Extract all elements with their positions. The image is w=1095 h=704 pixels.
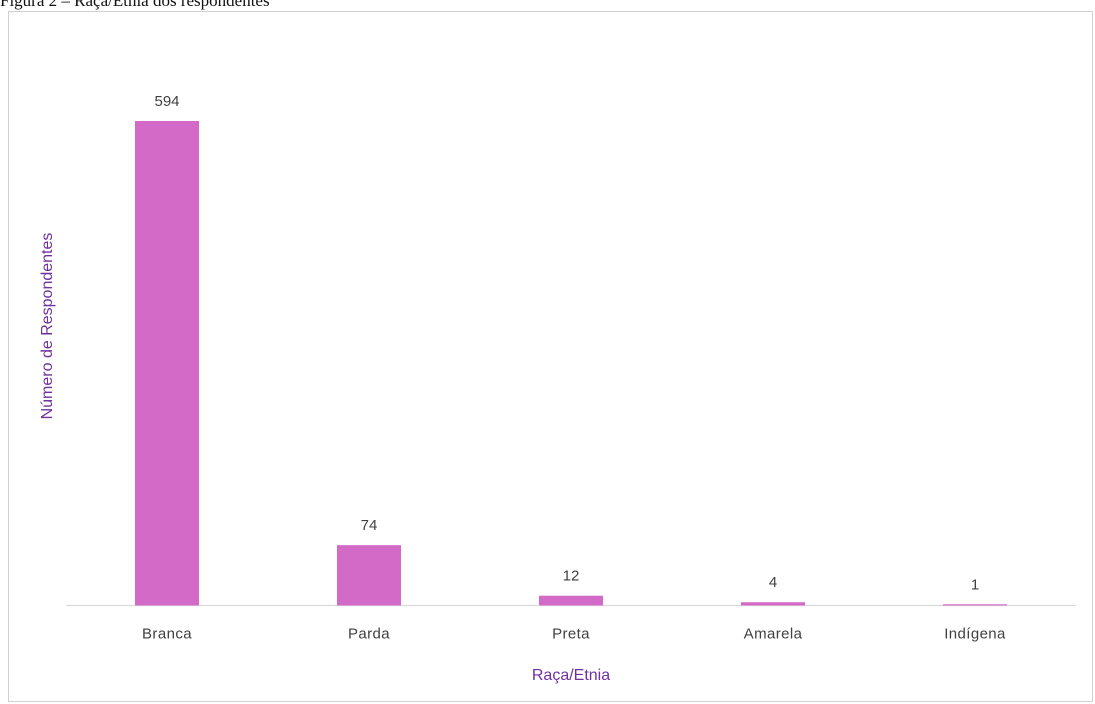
- x-axis-title: Raça/Etnia: [532, 667, 610, 684]
- figure-caption: Figura 2 – Raça/Etnia dos respondentes: [0, 0, 270, 10]
- data-label-2: 12: [563, 568, 580, 585]
- data-labels-group: 594 74 12 4 1: [154, 93, 979, 593]
- data-label-3: 4: [769, 574, 777, 591]
- bars-group: [135, 121, 1007, 606]
- x-tick-label-4: Indígena: [944, 626, 1006, 643]
- data-label-4: 1: [971, 576, 979, 593]
- bar-2: [539, 595, 603, 606]
- bar-3: [741, 602, 805, 606]
- data-label-0: 594: [154, 93, 179, 110]
- x-tick-label-2: Preta: [552, 626, 590, 643]
- x-tick-labels-group: Branca Parda Preta Amarela Indígena: [142, 626, 1006, 643]
- y-axis-title: Número de Respondentes: [39, 233, 56, 420]
- bar-0: [135, 121, 199, 606]
- data-label-1: 74: [361, 517, 378, 534]
- x-tick-label-1: Parda: [348, 626, 390, 643]
- bar-4: [943, 604, 1007, 606]
- x-tick-label-0: Branca: [142, 626, 192, 643]
- x-tick-label-3: Amarela: [744, 626, 803, 643]
- bar-1: [337, 545, 401, 606]
